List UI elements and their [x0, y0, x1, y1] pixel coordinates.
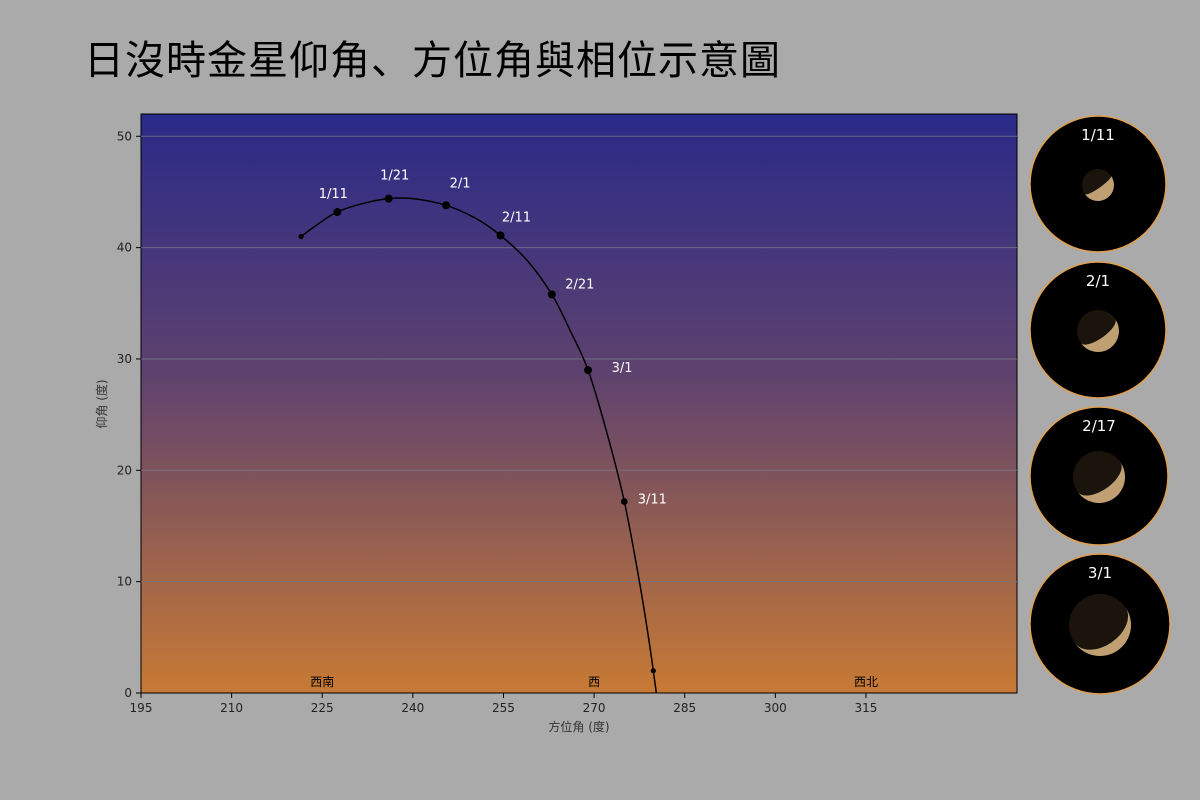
- y-tick-label: 50: [117, 129, 132, 143]
- direction-label: 西南: [310, 674, 334, 689]
- data-point: [620, 498, 628, 505]
- x-tick-label: 210: [220, 701, 243, 715]
- point-label: 1/11: [319, 187, 348, 202]
- data-point: [442, 201, 451, 210]
- x-tick-label: 285: [673, 701, 696, 715]
- data-point: [650, 668, 656, 674]
- phase-panel: 3/1: [1029, 553, 1171, 695]
- direction-label: 西: [588, 675, 600, 689]
- phase-date-label: 2/17: [1082, 417, 1116, 435]
- data-point: [384, 194, 393, 203]
- x-tick-label: 225: [311, 701, 334, 715]
- phase-date-label: 2/1: [1086, 272, 1110, 290]
- plot-area: [140, 113, 1018, 694]
- y-axis-label: 仰角 (度): [94, 379, 109, 428]
- point-label: 3/11: [638, 492, 667, 507]
- y-tick-label: 20: [117, 463, 132, 477]
- y-tick-label: 30: [117, 352, 132, 366]
- data-point: [496, 231, 505, 240]
- venus-lit-crescent: [1074, 607, 1131, 656]
- x-tick-label: 300: [764, 701, 787, 715]
- phase-panel: 1/11: [1029, 115, 1167, 253]
- venus-lit-crescent: [1077, 462, 1125, 503]
- direction-label: 西北: [854, 675, 878, 689]
- point-label: 2/11: [502, 210, 531, 225]
- point-label: 1/21: [380, 169, 409, 184]
- point-label: 2/1: [450, 176, 471, 191]
- x-tick-label: 240: [401, 701, 424, 715]
- data-point: [547, 290, 556, 299]
- data-point: [298, 233, 304, 240]
- y-tick-label: 10: [117, 575, 132, 589]
- phase-date-label: 1/11: [1081, 126, 1115, 144]
- point-label: 2/21: [565, 277, 594, 292]
- y-tick-label: 40: [117, 241, 132, 255]
- data-point: [584, 366, 593, 375]
- phase-panel: 2/1: [1029, 261, 1167, 399]
- x-axis-label: 方位角 (度): [548, 719, 609, 734]
- x-tick-label: 195: [130, 701, 153, 715]
- page-title: 日沒時金星仰角、方位角與相位示意圖: [84, 38, 781, 84]
- venus-path-line: [300, 197, 658, 694]
- phase-date-label: 3/1: [1088, 564, 1112, 582]
- venus-lit-crescent: [1080, 318, 1119, 352]
- data-point: [333, 207, 342, 216]
- x-tick-label: 255: [492, 701, 515, 715]
- venus-lit-crescent: [1084, 175, 1114, 201]
- point-label: 3/1: [612, 361, 633, 376]
- y-tick-label: 0: [124, 686, 132, 700]
- x-tick-label: 315: [855, 701, 878, 715]
- phase-panel: 2/17: [1029, 406, 1169, 546]
- x-tick-label: 270: [583, 701, 606, 715]
